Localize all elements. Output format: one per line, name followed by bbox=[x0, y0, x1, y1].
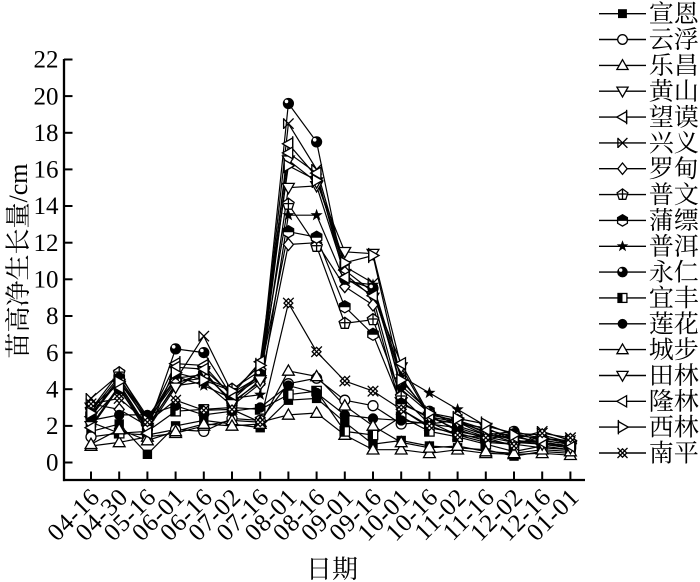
svg-text:16: 16 bbox=[34, 157, 59, 184]
svg-text:6: 6 bbox=[46, 340, 59, 367]
svg-text:/cm: /cm bbox=[4, 164, 33, 203]
svg-text:14: 14 bbox=[34, 193, 60, 220]
svg-text:18: 18 bbox=[34, 120, 59, 147]
svg-text:2: 2 bbox=[46, 413, 59, 440]
svg-text:20: 20 bbox=[34, 83, 59, 110]
svg-text:4: 4 bbox=[46, 376, 59, 403]
svg-text:10: 10 bbox=[34, 267, 59, 294]
svg-text:0: 0 bbox=[46, 450, 59, 477]
svg-text:8: 8 bbox=[46, 303, 59, 330]
svg-text:12: 12 bbox=[34, 230, 59, 257]
svg-text:22: 22 bbox=[34, 47, 59, 74]
